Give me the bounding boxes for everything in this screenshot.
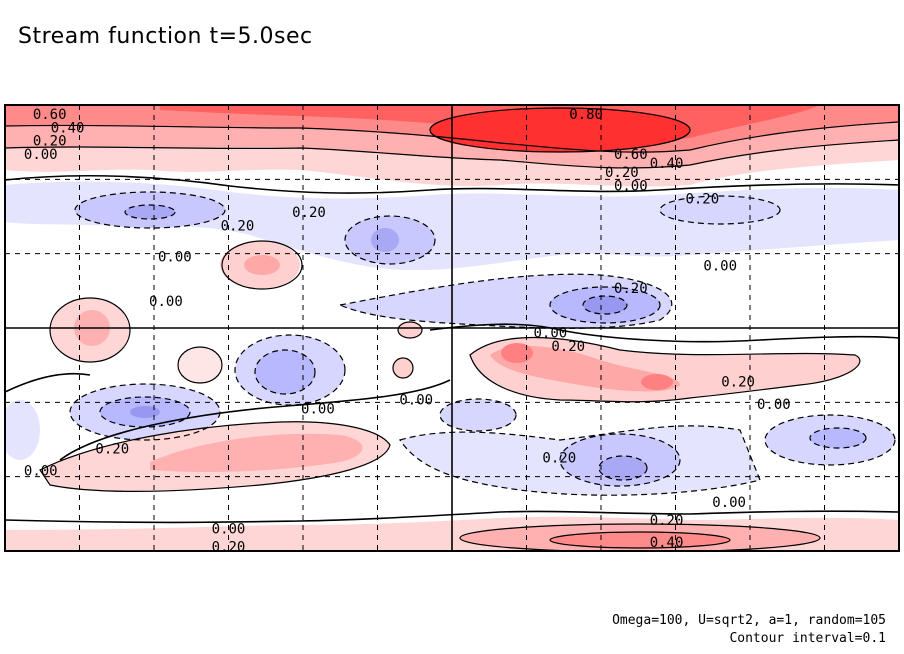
contour-label-text: 0.20 — [551, 339, 585, 355]
contour-label-text: 0.00 — [24, 147, 58, 163]
contour-label: 0.00 — [24, 147, 58, 163]
max-region-top — [430, 108, 690, 152]
contour-label-text: 0.00 — [712, 495, 746, 511]
contour-label: 0.20 — [212, 540, 246, 556]
contour-label: 0.20 — [551, 339, 585, 355]
grid-lines — [5, 105, 899, 551]
contour-label-text: 0.20 — [542, 450, 576, 466]
contour-label: 0.20 — [650, 513, 684, 529]
contour-label: 0.40 — [650, 535, 684, 551]
negative-contours — [69, 191, 896, 496]
contour-label-text: 0.40 — [650, 535, 684, 551]
contour-label: 0.20 — [95, 441, 129, 457]
zero-contours — [5, 174, 899, 524]
contour-label-text: 0.00 — [533, 325, 567, 341]
contour-label: 0.00 — [212, 522, 246, 538]
contour-label-text: 0.00 — [212, 522, 246, 538]
contour-label: 0.40 — [51, 120, 85, 136]
contour-label: 0.00 — [703, 259, 737, 275]
contour-label-text: 0.20 — [292, 205, 326, 221]
contour-label-text: 0.60 — [33, 107, 67, 123]
contour-label-text: 0.20 — [605, 165, 639, 181]
contour-label: 0.20 — [605, 165, 639, 181]
contour-label-text: 0.20 — [685, 192, 719, 208]
contour-label-text: 0.00 — [614, 178, 648, 194]
contour-label: 0.00 — [158, 250, 192, 266]
contour-label-text: 0.20 — [33, 134, 67, 150]
contour-label: 0.00 — [149, 294, 183, 310]
contour-label-text: 0.00 — [703, 259, 737, 275]
contour-label-text: 0.40 — [650, 156, 684, 172]
contour-label-text: 0.60 — [614, 147, 648, 163]
contour-label: 0.00 — [712, 495, 746, 511]
chart-title: Stream function t=5.0sec — [18, 24, 313, 49]
contour-label: 0.00 — [533, 325, 567, 341]
contour-label-text: 0.20 — [721, 375, 755, 391]
contour-label-text: 0.20 — [212, 540, 246, 556]
contour-label: 0.00 — [399, 392, 433, 408]
contour-labels: 0.600.400.200.000.800.600.400.200.000.20… — [24, 107, 791, 556]
contour-label-text: 0.20 — [221, 218, 255, 234]
contour-label: 0.20 — [221, 218, 255, 234]
contour-label-text: 0.00 — [757, 397, 791, 413]
contour-interval-note: Contour interval=0.1 — [729, 631, 886, 646]
contour-label-text: 0.80 — [569, 107, 603, 123]
contour-label: 0.60 — [33, 107, 67, 123]
positive-contours — [5, 107, 899, 551]
contour-label: 0.20 — [33, 134, 67, 150]
contour-label: 0.20 — [614, 281, 648, 297]
contour-label: 0.60 — [614, 147, 648, 163]
contour-label: 0.20 — [542, 450, 576, 466]
contour-label: 0.00 — [301, 401, 335, 417]
contour-label: 0.00 — [614, 178, 648, 194]
parameters-note: Omega=100, U=sqrt2, a=1, random=105 — [612, 613, 886, 628]
contour-label: 0.00 — [24, 464, 58, 480]
contour-label: 0.40 — [650, 156, 684, 172]
contour-label-text: 0.00 — [149, 294, 183, 310]
contour-label-text: 0.00 — [301, 401, 335, 417]
contour-label-text: 0.20 — [614, 281, 648, 297]
contour-label: 0.20 — [292, 205, 326, 221]
contour-label: 0.00 — [757, 397, 791, 413]
contour-label: 0.20 — [721, 375, 755, 391]
contour-label: 0.80 — [569, 107, 603, 123]
contour-label: 0.20 — [685, 192, 719, 208]
plot-frame — [4, 104, 900, 552]
contour-label-text: 0.40 — [51, 120, 85, 136]
contour-label-text: 0.00 — [24, 464, 58, 480]
contour-label-text: 0.20 — [95, 441, 129, 457]
contour-label-text: 0.00 — [399, 392, 433, 408]
contour-label-text: 0.20 — [650, 513, 684, 529]
contour-label-text: 0.00 — [158, 250, 192, 266]
